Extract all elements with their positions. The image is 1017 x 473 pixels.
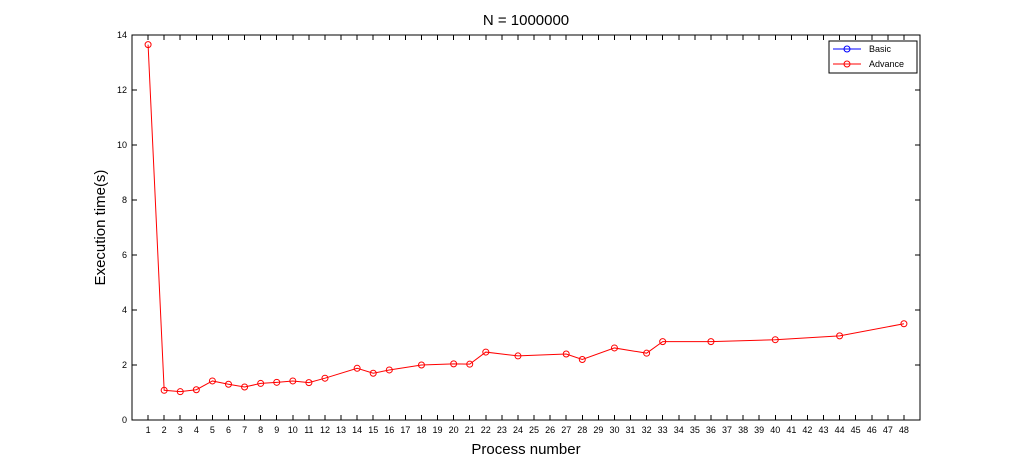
x-tick-label: 34 — [674, 425, 684, 435]
legend-marker-basic — [843, 45, 851, 53]
x-tick-label: 33 — [658, 425, 668, 435]
data-point-advance — [353, 364, 361, 372]
x-tick-label: 48 — [899, 425, 909, 435]
x-tick-label: 28 — [577, 425, 587, 435]
legend-label-advance: Advance — [869, 59, 904, 69]
x-tick-label: 13 — [336, 425, 346, 435]
x-tick-label: 16 — [384, 425, 394, 435]
data-point-advance — [208, 377, 216, 385]
x-tick-label: 41 — [786, 425, 796, 435]
legend-marker-advance — [843, 60, 851, 68]
x-tick-label: 20 — [449, 425, 459, 435]
plot-area: 1 2 3 4 5 6 7 8 9 10 11 12 13 14 15 16 17 18 19 20 21 22 23 24 2… — [117, 30, 921, 435]
data-point-advance — [305, 379, 313, 387]
y-tick-label: 14 — [117, 30, 127, 40]
series-line-advance — [147, 44, 905, 393]
data-point-advance — [417, 361, 425, 369]
data-point-advance — [707, 338, 715, 346]
data-point-advance — [562, 350, 570, 358]
data-point-advance — [482, 348, 490, 356]
data-point-advance — [241, 383, 249, 391]
x-tick-label: 35 — [690, 425, 700, 435]
data-point-advance — [273, 378, 281, 386]
data-point-advance — [450, 360, 458, 368]
x-tick-label: 19 — [433, 425, 443, 435]
x-tick-label: 3 — [178, 425, 183, 435]
data-point-advance — [610, 344, 618, 352]
x-tick-label: 11 — [304, 425, 313, 435]
data-point-advance — [836, 332, 844, 340]
x-tick-label: 23 — [497, 425, 507, 435]
data-point-advance — [257, 379, 265, 387]
data-point-advance — [466, 360, 474, 368]
data-point-advance — [643, 349, 651, 357]
x-tick-label: 32 — [642, 425, 652, 435]
x-axis-title: Process number — [471, 441, 580, 458]
data-point-advance — [771, 336, 779, 344]
data-point-advance — [659, 338, 667, 346]
data-point-advance — [369, 369, 377, 377]
x-tick-label: 42 — [802, 425, 812, 435]
y-tick-label: 12 — [117, 85, 127, 95]
x-tick-label: 2 — [162, 425, 167, 435]
x-tick-label: 4 — [194, 425, 199, 435]
x-tick-label: 44 — [835, 425, 845, 435]
x-tick-label: 8 — [258, 425, 263, 435]
x-tick-label: 29 — [593, 425, 603, 435]
chart-title: N = 1000000 — [483, 12, 569, 29]
data-point-advance — [900, 320, 908, 328]
y-tick-label: 2 — [122, 360, 127, 370]
x-tick-label: 18 — [416, 425, 426, 435]
x-tick-label: 17 — [400, 425, 410, 435]
x-tick-label: 7 — [242, 425, 247, 435]
data-point-advance — [385, 366, 393, 374]
data-point-advance — [514, 352, 522, 360]
x-tick-label: 26 — [545, 425, 555, 435]
legend: Basic Advance — [828, 40, 918, 74]
x-tick-label: 31 — [626, 425, 636, 435]
data-point-advance — [192, 386, 200, 394]
x-tick-label: 15 — [368, 425, 378, 435]
y-tick-label: 6 — [122, 250, 127, 260]
x-tick-label: 5 — [210, 425, 215, 435]
x-tick-label: 46 — [867, 425, 877, 435]
x-tick-label: 36 — [706, 425, 716, 435]
x-tick-label: 14 — [352, 425, 362, 435]
x-tick-label: 43 — [819, 425, 829, 435]
legend-label-basic: Basic — [869, 44, 892, 54]
data-point-advance — [578, 356, 586, 363]
x-tick-label: 1 — [146, 425, 151, 435]
y-axis-title: Execution time(s) — [92, 170, 109, 286]
x-tick-label: 27 — [561, 425, 571, 435]
x-tick-label: 22 — [481, 425, 491, 435]
x-tick-label: 40 — [770, 425, 780, 435]
data-point-advance — [160, 386, 168, 394]
x-tick-label: 38 — [738, 425, 748, 435]
x-tick-label: 39 — [754, 425, 764, 435]
data-point-advance — [224, 380, 232, 388]
x-tick-label: 30 — [609, 425, 619, 435]
x-tick-label: 9 — [274, 425, 279, 435]
data-point-advance — [144, 41, 152, 49]
y-tick-label: 10 — [117, 140, 127, 150]
x-tick-label: 6 — [226, 425, 231, 435]
y-tick-label: 0 — [122, 415, 127, 425]
y-tick-label: 4 — [122, 305, 127, 315]
x-tick-label: 24 — [513, 425, 523, 435]
x-tick-label: 37 — [722, 425, 732, 435]
x-tick-label: 25 — [529, 425, 539, 435]
plot-frame — [131, 34, 921, 421]
x-tick-label: 12 — [320, 425, 330, 435]
x-tick-label: 47 — [883, 425, 893, 435]
x-tick-label: 45 — [851, 425, 861, 435]
legend-box — [828, 40, 918, 74]
data-point-advance — [289, 377, 297, 385]
data-point-advance — [321, 374, 329, 382]
x-tick-label: 21 — [465, 425, 475, 435]
x-tick-label: 10 — [288, 425, 298, 435]
data-point-advance — [176, 388, 184, 396]
y-tick-label: 8 — [122, 195, 127, 205]
